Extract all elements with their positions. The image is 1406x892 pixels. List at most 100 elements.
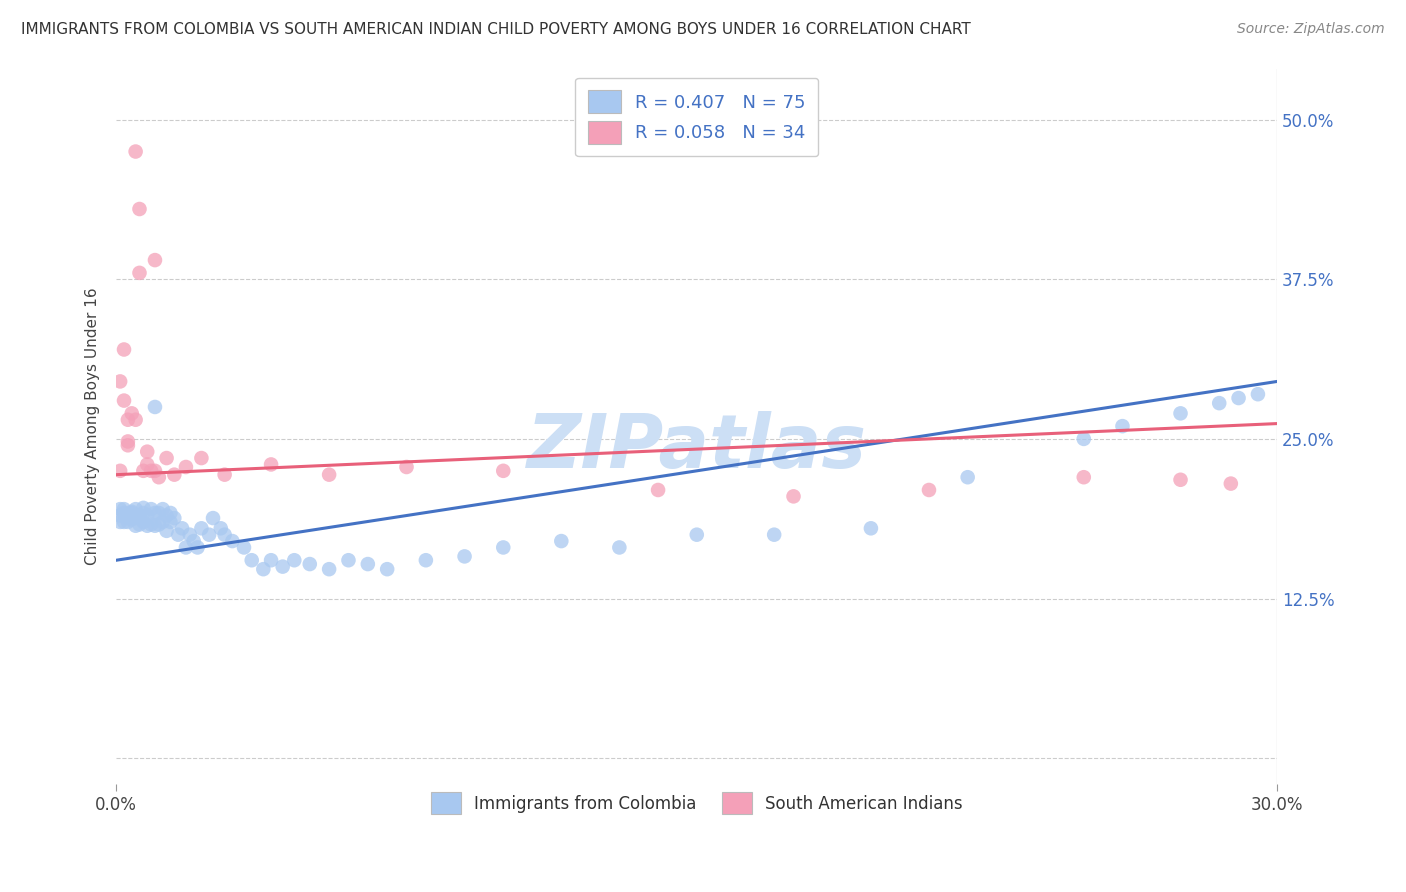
Point [318,467,340,482]
Point [357,557,380,571]
Point [337,553,360,567]
Point [318,562,340,576]
Point [550,534,572,549]
Point [214,527,236,541]
Point [198,527,221,541]
Point [132,464,155,478]
Point [108,502,131,516]
Point [128,266,150,280]
Point [298,557,321,571]
Point [121,506,143,520]
Point [492,464,515,478]
Point [1073,432,1095,446]
Text: Source: ZipAtlas.com: Source: ZipAtlas.com [1237,22,1385,37]
Point [163,511,186,525]
Point [143,253,166,268]
Point [155,508,177,523]
Point [183,534,205,549]
Point [240,553,263,567]
Point [143,400,166,414]
Point [159,506,181,520]
Point [132,515,155,529]
Point [108,375,131,389]
Point [117,438,139,452]
Point [174,541,197,555]
Point [124,518,146,533]
Point [1219,476,1241,491]
Point [143,506,166,520]
Point [190,451,212,466]
Y-axis label: Child Poverty Among Boys Under 16: Child Poverty Among Boys Under 16 [86,287,100,565]
Point [252,562,274,576]
Point [117,413,139,427]
Point [1170,406,1192,420]
Point [260,458,283,472]
Point [221,534,243,549]
Point [117,434,139,449]
Point [609,541,631,555]
Point [1208,396,1230,410]
Point [136,458,159,472]
Point [202,511,225,525]
Point [124,145,146,159]
Point [132,506,155,520]
Point [686,527,709,541]
Point [148,517,170,532]
Point [159,515,181,529]
Point [186,541,208,555]
Point [124,508,146,523]
Point [155,451,177,466]
Point [167,527,190,541]
Point [128,511,150,525]
Point [492,541,515,555]
Point [647,483,669,497]
Point [152,502,174,516]
Point [179,527,201,541]
Point [136,518,159,533]
Point [132,500,155,515]
Point [956,470,979,484]
Point [170,521,193,535]
Point [918,483,941,497]
Point [190,521,212,535]
Point [155,524,177,538]
Point [283,553,305,567]
Legend: Immigrants from Colombia, South American Indians: Immigrants from Colombia, South American… [419,780,974,825]
Point [117,511,139,525]
Point [260,553,283,567]
Point [1227,391,1250,405]
Point [139,464,162,478]
Point [233,541,256,555]
Point [121,505,143,519]
Point [128,202,150,216]
Point [163,467,186,482]
Point [152,515,174,529]
Point [214,467,236,482]
Point [139,517,162,532]
Point [763,527,786,541]
Point [143,518,166,533]
Point [375,562,398,576]
Point [395,460,418,475]
Point [108,464,131,478]
Point [121,512,143,526]
Point [121,406,143,420]
Point [209,521,232,535]
Point [1111,419,1133,434]
Point [112,506,135,520]
Point [271,559,294,574]
Point [136,508,159,523]
Point [1247,387,1270,401]
Point [415,553,437,567]
Point [128,508,150,523]
Point [859,521,882,535]
Text: IMMIGRANTS FROM COLOMBIA VS SOUTH AMERICAN INDIAN CHILD POVERTY AMONG BOYS UNDER: IMMIGRANTS FROM COLOMBIA VS SOUTH AMERIC… [21,22,970,37]
Point [174,460,197,475]
Point [139,502,162,516]
Point [112,393,135,408]
Point [112,502,135,516]
Point [112,343,135,357]
Point [143,464,166,478]
Text: ZIPatlas: ZIPatlas [527,411,866,484]
Point [112,515,135,529]
